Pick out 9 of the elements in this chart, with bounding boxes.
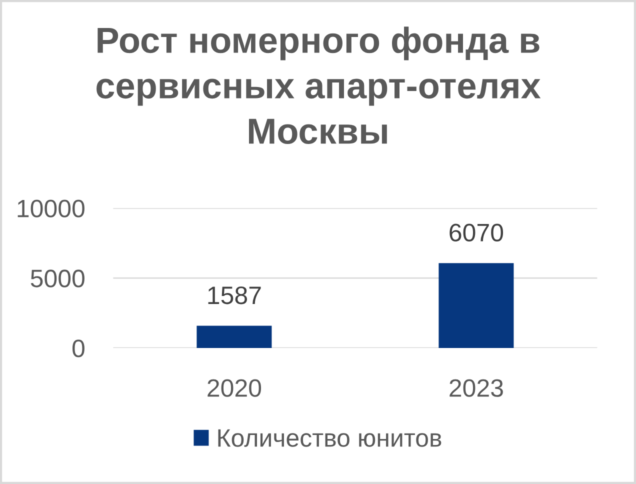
y-tick-label: 10000 bbox=[18, 200, 84, 218]
legend-label: Количество юнитов bbox=[218, 429, 442, 447]
y-tick-label: 5000 bbox=[30, 270, 84, 288]
x-tick-label: 2023 bbox=[450, 379, 503, 397]
x-tick-label: 2020 bbox=[208, 379, 262, 397]
data-label: 6070 bbox=[450, 224, 504, 242]
chart-title: Рост номерного фонда в сервисных апарт-отелях Москвы bbox=[96, 26, 541, 144]
y-tick-label: 0 bbox=[72, 340, 84, 358]
data-label: 1587 bbox=[208, 286, 261, 304]
